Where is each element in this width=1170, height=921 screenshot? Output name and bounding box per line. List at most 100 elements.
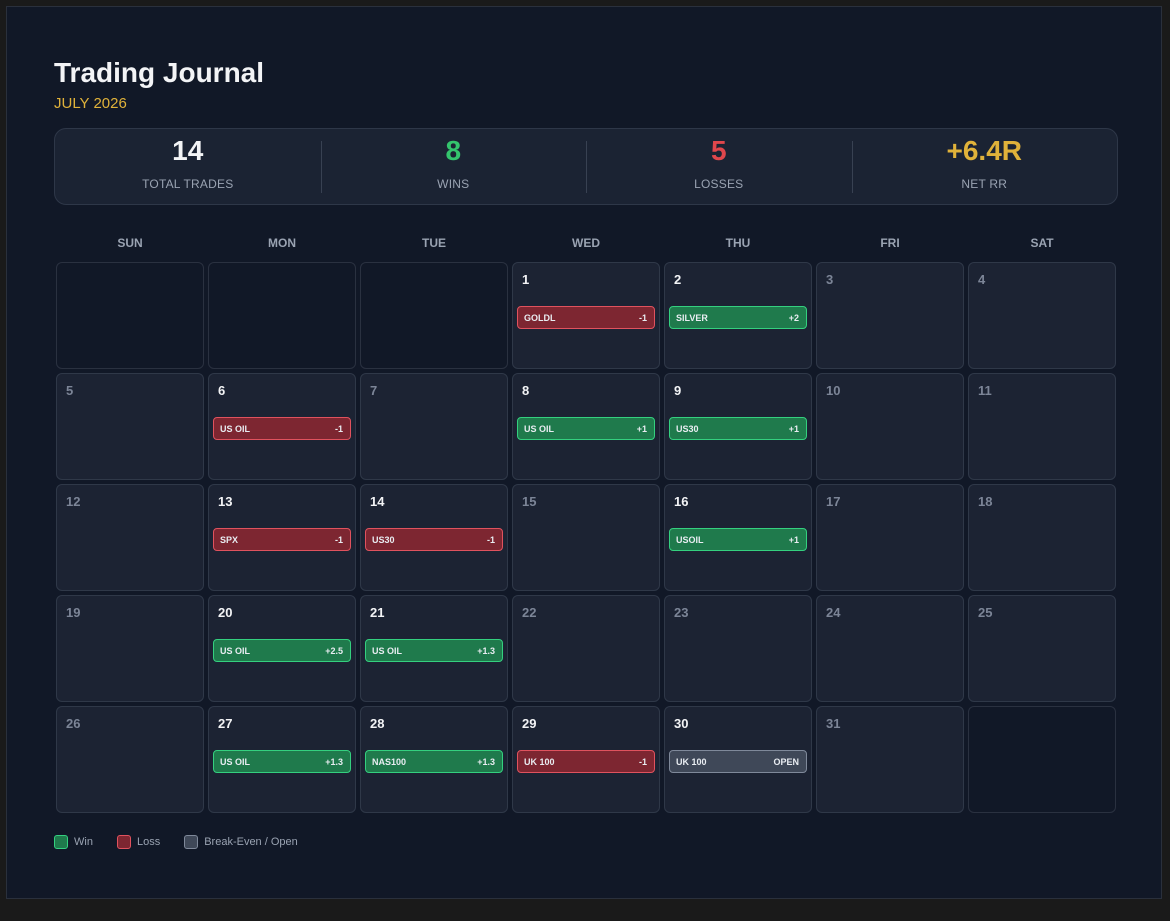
trade-result: -1	[638, 312, 647, 323]
legend: Win Loss Break-Even / Open	[54, 835, 322, 849]
day-cell-6[interactable]: 6 US OIL -1	[208, 373, 356, 480]
trade-symbol: USOIL	[676, 534, 704, 545]
day-number: 2	[674, 272, 682, 287]
empty-day-cell	[968, 706, 1116, 813]
trade-result: OPEN	[773, 756, 799, 767]
weekday-wed: WED	[572, 236, 600, 250]
day-cell-25[interactable]: 25	[968, 595, 1116, 702]
day-cell-27[interactable]: 27 US OIL +1.3	[208, 706, 356, 813]
trade-entry-loss[interactable]: SPX -1	[213, 528, 351, 551]
trade-result: -1	[486, 534, 495, 545]
trade-entry-win[interactable]: US OIL +1	[517, 417, 655, 440]
day-cell-15[interactable]: 15	[512, 484, 660, 591]
stat-value: 5	[710, 135, 727, 166]
day-cell-12[interactable]: 12	[56, 484, 204, 591]
trade-symbol: SILVER	[676, 312, 708, 323]
day-number: 11	[978, 383, 992, 398]
day-number: 15	[522, 494, 537, 509]
trade-symbol: NAS100	[372, 756, 407, 767]
day-cell-2[interactable]: 2 SILVER +2	[664, 262, 812, 369]
day-cell-24[interactable]: 24	[816, 595, 964, 702]
trade-entry-win[interactable]: US OIL +1.3	[365, 639, 503, 662]
day-number: 24	[826, 605, 841, 620]
day-cell-4[interactable]: 4	[968, 262, 1116, 369]
trade-entry-loss[interactable]: US30 -1	[365, 528, 503, 551]
day-number: 19	[66, 605, 81, 620]
trade-entry-loss[interactable]: UK 100 -1	[517, 750, 655, 773]
day-cell-20[interactable]: 20 US OIL +2.5	[208, 595, 356, 702]
day-number: 18	[978, 494, 993, 509]
day-number: 27	[218, 716, 233, 731]
stat-wins: 8 WINS	[320, 129, 587, 204]
stat-label: TOTAL TRADES	[142, 177, 234, 191]
day-number: 4	[978, 272, 986, 287]
trade-entry-win[interactable]: US OIL +2.5	[213, 639, 351, 662]
weekday-fri: FRI	[880, 236, 900, 250]
day-cell-5[interactable]: 5	[56, 373, 204, 480]
trade-entry-win[interactable]: SILVER +2	[669, 306, 807, 329]
stat-label: WINS	[437, 177, 470, 191]
day-cell-9[interactable]: 9 US30 +1	[664, 373, 812, 480]
stat-value: +6.4R	[946, 135, 1023, 166]
stat-value: 8	[445, 135, 462, 166]
trade-entry-win[interactable]: US30 +1	[669, 417, 807, 440]
trade-result: +1	[636, 423, 647, 434]
weekday-sun: SUN	[117, 236, 143, 250]
trade-result: +1.3	[325, 756, 343, 767]
day-number: 21	[370, 605, 385, 620]
day-number: 7	[370, 383, 378, 398]
day-number: 30	[674, 716, 689, 731]
day-number: 8	[522, 383, 530, 398]
legend-label: Break-Even / Open	[204, 836, 298, 848]
day-cell-13[interactable]: 13 SPX -1	[208, 484, 356, 591]
trade-symbol: GOLDL	[524, 312, 556, 323]
trade-symbol: US30	[676, 423, 699, 434]
day-cell-18[interactable]: 18	[968, 484, 1116, 591]
day-number: 22	[522, 605, 537, 620]
trade-entry-open[interactable]: UK 100 OPEN	[669, 750, 807, 773]
day-cell-14[interactable]: 14 US30 -1	[360, 484, 508, 591]
day-cell-16[interactable]: 16 USOIL +1	[664, 484, 812, 591]
weekday-sat: SAT	[1030, 236, 1054, 250]
empty-day-cell	[56, 262, 204, 369]
stats-bar: 14 TOTAL TRADES 8 WINS 5 LOSSES +6.4R NET RR	[54, 128, 1118, 205]
day-cell-17[interactable]: 17	[816, 484, 964, 591]
day-cell-31[interactable]: 31	[816, 706, 964, 813]
trade-symbol: US30	[372, 534, 395, 545]
day-cell-26[interactable]: 26	[56, 706, 204, 813]
day-number: 29	[522, 716, 537, 731]
legend-swatch	[184, 835, 199, 849]
day-cell-21[interactable]: 21 US OIL +1.3	[360, 595, 508, 702]
trade-entry-loss[interactable]: US OIL -1	[213, 417, 351, 440]
day-cell-29[interactable]: 29 UK 100 -1	[512, 706, 660, 813]
day-cell-3[interactable]: 3	[816, 262, 964, 369]
day-cell-11[interactable]: 11	[968, 373, 1116, 480]
trade-entry-loss[interactable]: GOLDL -1	[517, 306, 655, 329]
legend-swatch	[54, 835, 68, 849]
trade-entry-win[interactable]: US OIL +1.3	[213, 750, 351, 773]
day-cell-19[interactable]: 19	[56, 595, 204, 702]
day-number: 14	[370, 494, 385, 509]
day-number: 23	[674, 605, 689, 620]
day-number: 5	[66, 383, 74, 398]
day-cell-28[interactable]: 28 NAS100 +1.3	[360, 706, 508, 813]
calendar-grid: 1 GOLDL -1 2 SILVER +2 3 4 5 6 US OIL -1 7 8 US OIL +1 9…	[56, 262, 1116, 813]
day-cell-8[interactable]: 8 US OIL +1	[512, 373, 660, 480]
day-cell-23[interactable]: 23	[664, 595, 812, 702]
trade-entry-win[interactable]: USOIL +1	[669, 528, 807, 551]
day-cell-7[interactable]: 7	[360, 373, 508, 480]
day-cell-22[interactable]: 22	[512, 595, 660, 702]
day-number: 3	[826, 272, 834, 287]
legend-label: Loss	[136, 836, 161, 848]
trade-result: -1	[334, 534, 343, 545]
trade-entry-win[interactable]: NAS100 +1.3	[365, 750, 503, 773]
trade-symbol: UK 100	[524, 756, 555, 767]
day-number: 12	[66, 494, 81, 509]
day-number: 28	[370, 716, 385, 731]
day-cell-30[interactable]: 30 UK 100 OPEN	[664, 706, 812, 813]
trade-symbol: SPX	[220, 534, 239, 545]
day-cell-1[interactable]: 1 GOLDL -1	[512, 262, 660, 369]
trade-result: -1	[638, 756, 647, 767]
trade-symbol: US OIL	[220, 423, 251, 434]
day-cell-10[interactable]: 10	[816, 373, 964, 480]
